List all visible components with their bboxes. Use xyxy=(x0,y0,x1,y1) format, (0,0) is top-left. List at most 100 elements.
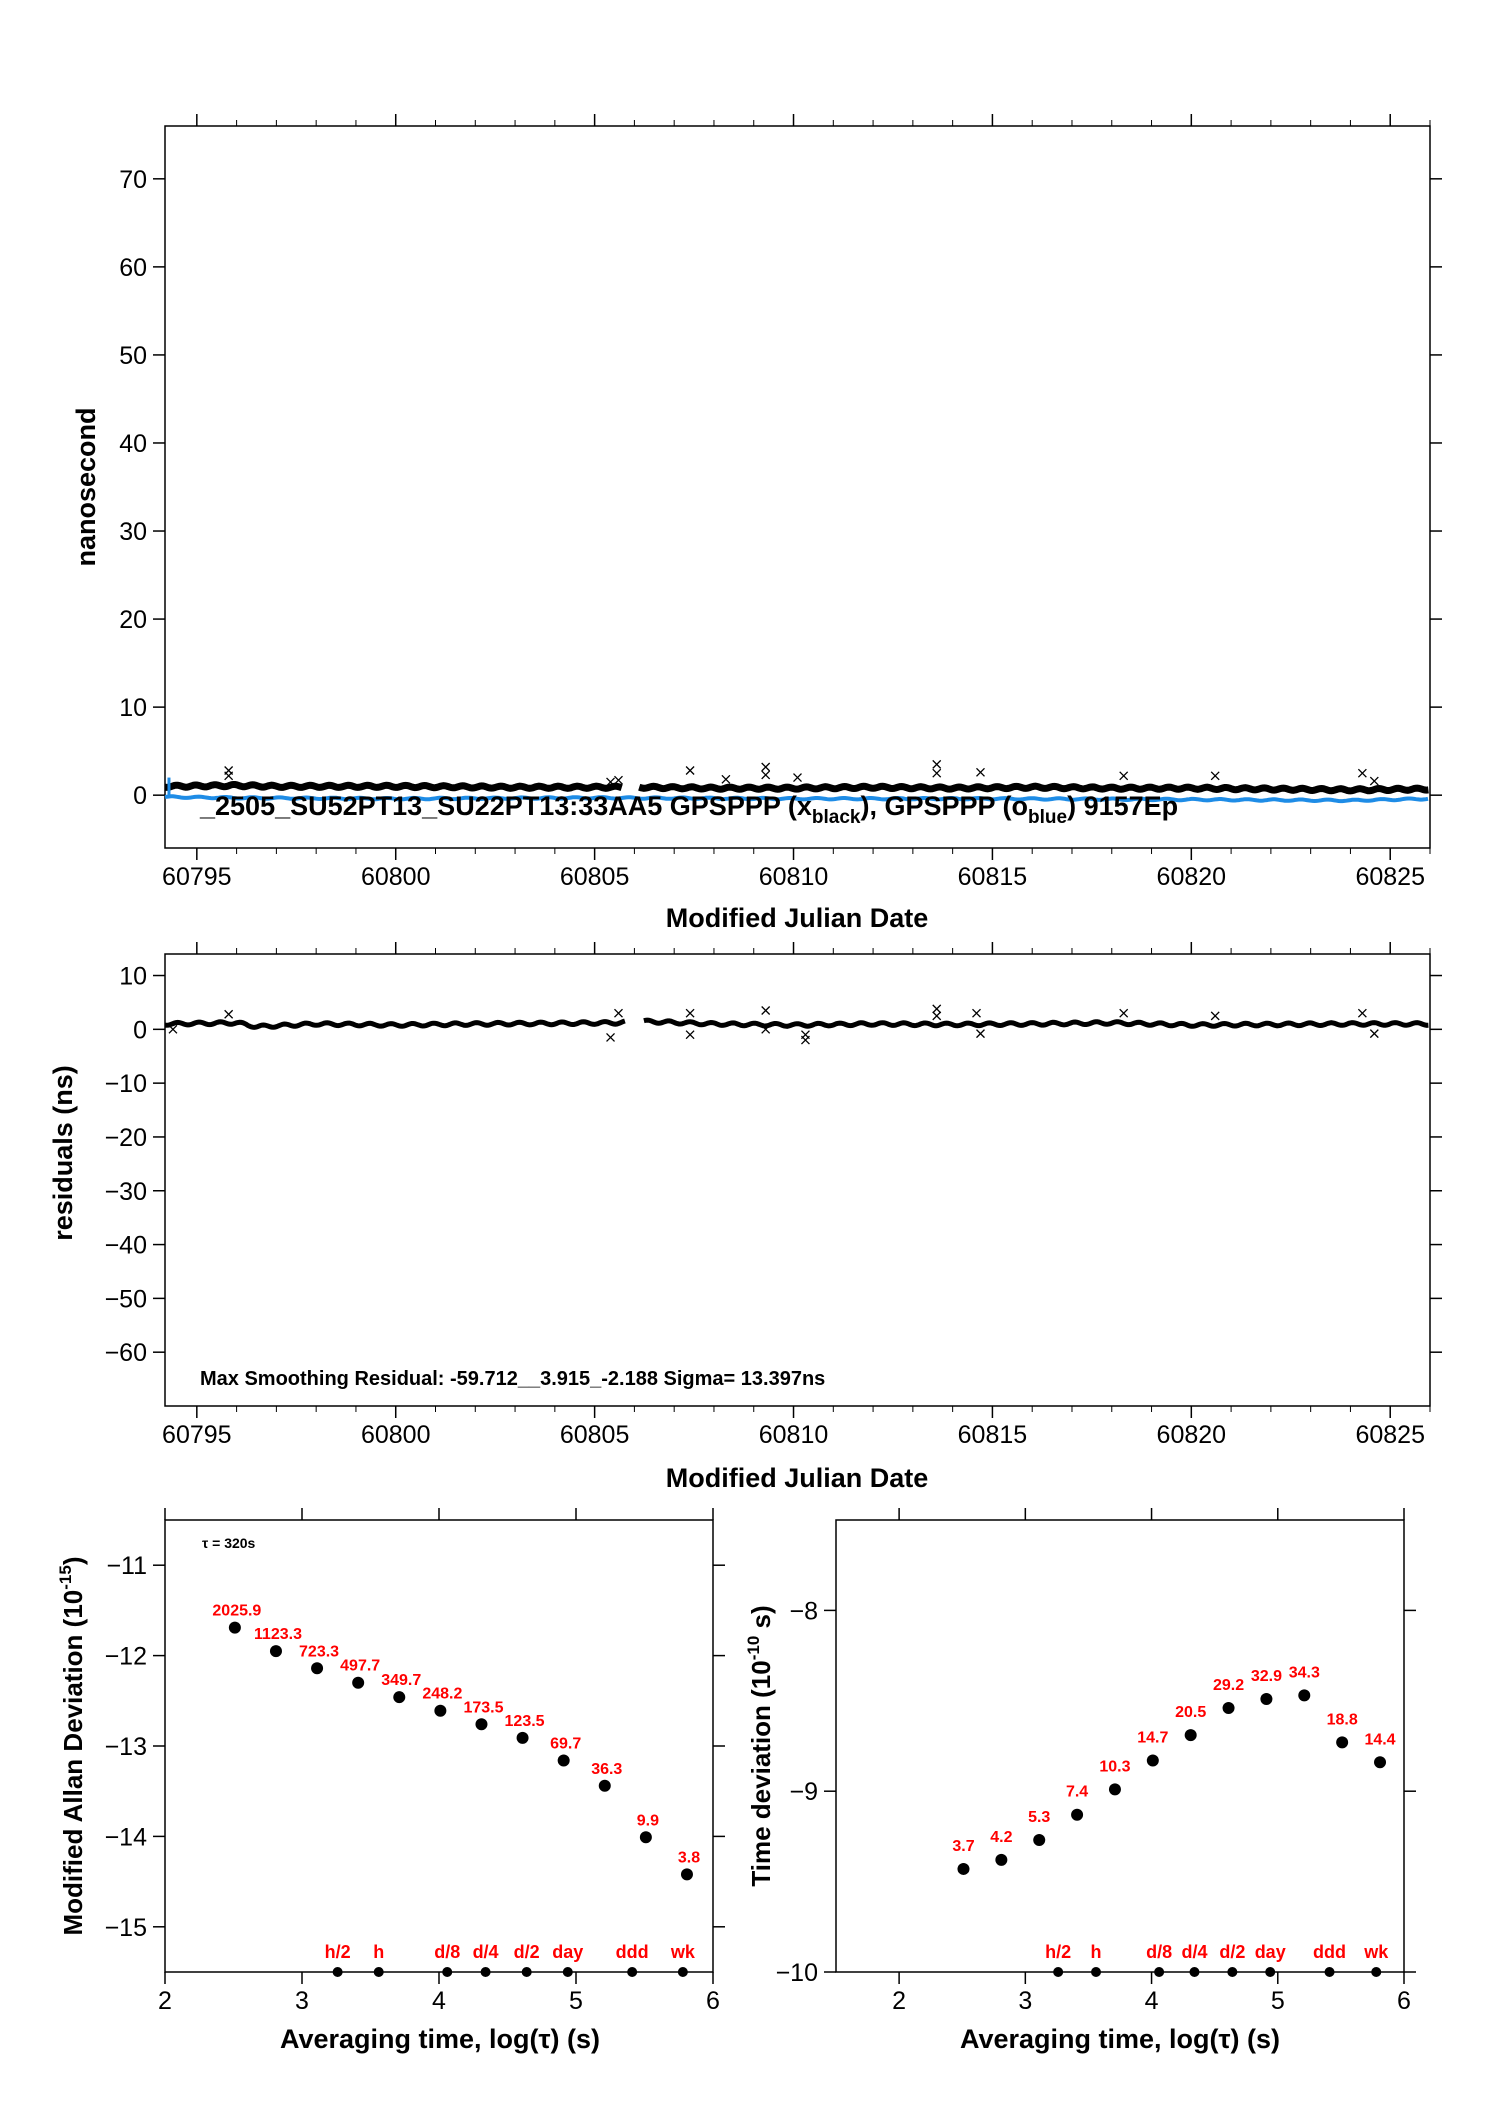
mdev-point-label: 497.7 xyxy=(340,1658,380,1675)
mdev-timescale-label: h xyxy=(373,1942,384,1962)
residuals|1-y-tick-label: 10 xyxy=(119,963,147,991)
tdev-data-point xyxy=(1374,1756,1387,1769)
mdev-data-point xyxy=(598,1779,611,1792)
mdev-data-point xyxy=(557,1754,570,1767)
tdev-timescale-label: day xyxy=(1255,1942,1286,1962)
phase|0-y-tick-label: 70 xyxy=(119,166,147,194)
tdev|3-x-tick-label: 2 xyxy=(892,1987,906,2015)
phase-outlier-point xyxy=(685,766,695,775)
mdev-point-label: 349.7 xyxy=(381,1672,421,1689)
tdev-point-label: 4.2 xyxy=(990,1829,1012,1846)
mdev-data-point xyxy=(434,1704,447,1717)
mdev-point-label: 69.7 xyxy=(550,1735,581,1752)
mdev|2-y-tick-label: −15 xyxy=(105,1914,147,1942)
mdev-y-axis-title-exp: -15 xyxy=(56,1565,75,1590)
phase|0-y-tick-label: 30 xyxy=(119,518,147,546)
tdev-point-label: 5.3 xyxy=(1028,1809,1050,1826)
mdev-timescale-label: day xyxy=(552,1942,583,1962)
mdev-point-label: 3.8 xyxy=(678,1849,700,1866)
tdev-y-axis-title-end: s) xyxy=(746,1605,776,1635)
phase|0-x-tick-label: 60815 xyxy=(958,863,1028,891)
phase|0-x-tick-label: 60805 xyxy=(560,863,630,891)
mdev-timescale-marker xyxy=(521,1967,532,1977)
phase-plot-frame xyxy=(164,125,1431,849)
tdev-timescale-marker xyxy=(1227,1967,1238,1977)
mdev-timescale-label: d/8 xyxy=(434,1942,460,1962)
tdev|3-y-tick-label: −9 xyxy=(789,1778,818,1806)
tdev-data-point xyxy=(1336,1736,1349,1749)
tdev-data-point xyxy=(1260,1692,1273,1705)
tdev-timescale-marker xyxy=(1324,1967,1335,1977)
tdev-data-point xyxy=(1033,1834,1046,1847)
tdev|3-x-tick-label: 6 xyxy=(1397,1987,1411,2015)
tdev-data-point xyxy=(1108,1783,1121,1796)
tdev-data-point xyxy=(1222,1702,1235,1715)
phase|0-y-tick-label: 20 xyxy=(119,606,147,634)
residuals-annotation: Max Smoothing Residual: -59.712__3.915_-… xyxy=(200,1368,825,1390)
residuals-outlier-point xyxy=(224,1009,234,1019)
tdev-point-label: 14.7 xyxy=(1137,1729,1168,1746)
mdev-point-label: 2025.9 xyxy=(212,1603,261,1620)
mdev-tau-note: τ = 320s xyxy=(202,1535,256,1551)
residuals-y-axis-title: residuals (ns) xyxy=(48,1065,78,1241)
mdev-data-point xyxy=(639,1831,652,1844)
mdev-timescale-marker xyxy=(562,1967,573,1977)
mdev-data-point xyxy=(475,1718,488,1731)
tdev-y-axis-title: Time deviation (10-10 s) xyxy=(744,1605,776,1886)
mdev|2-y-tick-label: −11 xyxy=(106,1552,147,1580)
mdev-timescale-label: d/2 xyxy=(514,1942,540,1962)
mdev-timescale-label: wk xyxy=(670,1942,696,1962)
mdev-data-point xyxy=(352,1676,365,1689)
phase-outlier-point xyxy=(606,777,615,787)
phase-outlier-point xyxy=(1357,768,1367,778)
phase-outlier-point xyxy=(1210,771,1220,781)
phase-series-caption: _2505_SU52PT13_SU22PT13:33AA5 GPSPPP (xb… xyxy=(199,791,1178,828)
phase-outlier-point xyxy=(932,759,942,769)
mdev|2-y-tick-label: −13 xyxy=(105,1733,147,1761)
tdev-timescale-marker xyxy=(1091,1967,1102,1977)
tdev-timescale-label: wk xyxy=(1363,1942,1389,1962)
tdev-timescale-marker xyxy=(1053,1967,1064,1977)
mdev-timescale-marker xyxy=(480,1967,491,1977)
mdev|2-x-tick-label: 4 xyxy=(432,1987,446,2015)
tdev-timescale-label: d/4 xyxy=(1181,1942,1207,1962)
phase-outlier-point xyxy=(793,773,802,783)
phase-caption-end: ) 9157Ep xyxy=(1067,791,1178,821)
phase-panel: 60795 60800 60805 60810 60815 60820 60825 0 10 2… xyxy=(71,114,1442,933)
tdev-y-axis-title-exp: -10 xyxy=(744,1636,763,1661)
phase|0-x-tick-label: 60795 xyxy=(162,863,232,891)
phase|0-x-tick-label: 60820 xyxy=(1157,863,1227,891)
residuals-outlier-point xyxy=(614,1008,623,1018)
phase-outlier-point xyxy=(614,775,623,785)
mdev-point-label: 248.2 xyxy=(422,1686,462,1703)
mdev-timescale-marker xyxy=(677,1967,688,1977)
mdev-timescale-marker xyxy=(627,1967,638,1977)
residuals-panel: 60795 60800 60805 60810 60815 60820 60825 10 0 −… xyxy=(48,942,1442,1493)
mdev-y-axis-title-main: Modified Allan Deviation (10 xyxy=(58,1590,88,1936)
phase|0-x-tick-label: 60825 xyxy=(1355,863,1425,891)
residuals|1-y-tick-label: −40 xyxy=(105,1232,147,1260)
mdev-data-point xyxy=(393,1691,406,1704)
tdev-point-label: 34.3 xyxy=(1289,1664,1320,1681)
phase-outlier-point xyxy=(761,762,771,772)
phase-blue-series-line xyxy=(164,794,1429,804)
residuals-outlier-point xyxy=(932,1004,942,1014)
mdev-point-label: 9.9 xyxy=(637,1812,659,1829)
phase|0-x-tick-label: 60800 xyxy=(361,863,431,891)
residuals-outlier-point xyxy=(976,1029,985,1039)
residuals|1-y-tick-label: −50 xyxy=(105,1285,147,1313)
residuals-outlier-point xyxy=(1369,1029,1379,1039)
phase-caption-mid: ), GPSPPP (o xyxy=(860,791,1028,821)
phase-x-axis-title: Modified Julian Date xyxy=(666,903,929,933)
mdev|2-x-tick-label: 5 xyxy=(569,1987,583,2015)
mdev-y-axis-title: Modified Allan Deviation (10-15) xyxy=(56,1557,88,1936)
tdev-data-point xyxy=(1071,1808,1084,1821)
phase|0-y-tick-label: 60 xyxy=(119,254,147,282)
mdev|2-y-tick-label: −14 xyxy=(105,1823,148,1851)
phase-caption-sub-black: black xyxy=(812,807,861,828)
phase|0-y-tick-label: 10 xyxy=(119,694,147,722)
phase-caption-text: _2505_SU52PT13_SU22PT13:33AA5 GPSPPP (x xyxy=(199,791,812,821)
mdev-timescale-marker xyxy=(332,1967,343,1977)
residuals-outlier-point xyxy=(972,1008,981,1018)
tdev-point-label: 20.5 xyxy=(1175,1704,1206,1721)
